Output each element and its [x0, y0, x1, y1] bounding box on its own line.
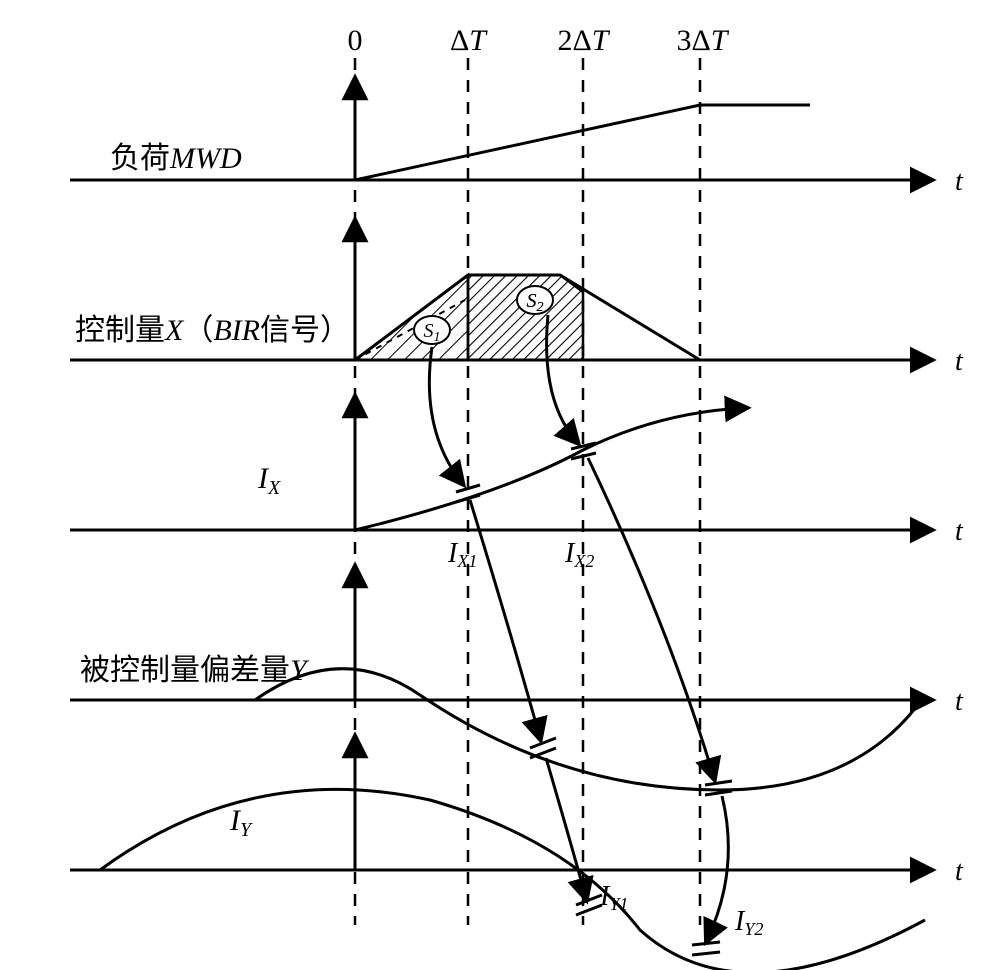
label-mwd: 负荷MWD	[110, 142, 242, 175]
label-iy1: IY1	[599, 881, 628, 914]
tick-2dt: 2ΔT	[558, 24, 611, 57]
label-ix: IX	[257, 462, 281, 499]
diagram-root: { "canvas": { "width": 1000, "height": 9…	[0, 0, 1000, 970]
panel-x: S1 S2 S2 控制量X（BIR信号） t	[70, 222, 964, 377]
label-iy: IY	[229, 804, 253, 841]
tick-zero: 0	[348, 24, 363, 57]
label-x: 控制量X（BIR信号）	[75, 314, 350, 347]
panel-y: 被控制量偏差量Y t	[70, 458, 964, 795]
label-y: 被控制量偏差量Y	[80, 654, 310, 687]
label-ix1: IX1	[447, 538, 477, 571]
label-iy2: IY2	[734, 906, 763, 939]
panel-mwd: 负荷MWD t	[70, 80, 964, 197]
time-tick-labels: 0 ΔT 2ΔT 3ΔT	[348, 24, 730, 57]
diagram-svg: 0 ΔT 2ΔT 3ΔT 负荷MWD t S1	[0, 0, 1000, 970]
t-label-1: t	[955, 166, 964, 197]
tick-dt: ΔT	[450, 24, 488, 57]
t-label-3: t	[955, 516, 964, 547]
label-ix2: IX2	[564, 538, 594, 571]
t-label-5: t	[955, 856, 964, 887]
t-label-4: t	[955, 686, 964, 717]
s2-marker: S2 S2	[517, 286, 553, 315]
tick-3dt: 3ΔT	[677, 24, 730, 57]
ix-ticks	[456, 443, 596, 502]
iy-ticks	[576, 895, 720, 955]
s1-marker: S1	[414, 316, 450, 345]
panel-iy: IY IY1 IY2 t	[70, 738, 964, 970]
y-ticks	[530, 738, 732, 795]
t-label-2: t	[955, 346, 964, 377]
